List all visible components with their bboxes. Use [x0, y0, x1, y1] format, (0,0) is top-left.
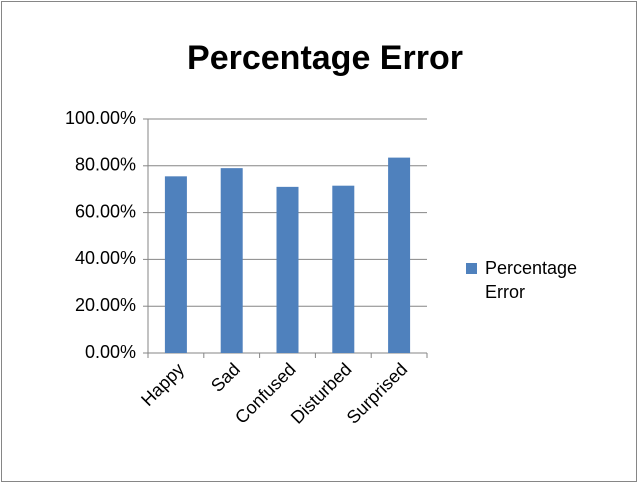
legend-swatch	[466, 263, 477, 274]
bar	[164, 176, 187, 353]
y-tick-label: 60.00%	[75, 201, 136, 221]
y-tick-label: 20.00%	[75, 295, 136, 315]
bar	[276, 186, 299, 353]
bar	[388, 157, 411, 353]
bar	[332, 185, 355, 353]
y-tick-label: 80.00%	[75, 155, 136, 175]
chart-title: Percentage Error	[187, 39, 463, 77]
bar	[220, 168, 243, 353]
y-tick-label: 0.00%	[85, 342, 136, 362]
legend-label: Percentage Error	[485, 258, 578, 302]
y-tick-label: 40.00%	[75, 248, 136, 268]
y-tick-label: 100.00%	[65, 108, 136, 128]
